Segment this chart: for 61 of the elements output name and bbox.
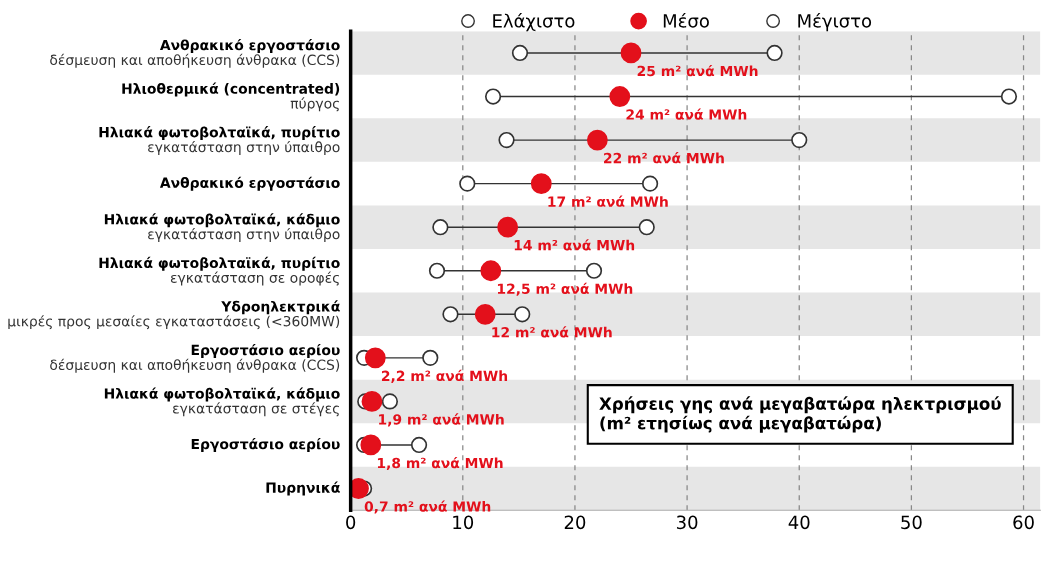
point [1000,88,1018,105]
data-label: 12,5 m² ανά MWh [497,282,633,296]
data-label: 25 m² ανά MWh [637,64,758,77]
point [428,262,446,279]
data-label: 14 m² ανά MWh [514,239,635,251]
point [498,131,515,149]
point [586,129,608,151]
point [641,175,659,192]
point [381,393,399,410]
point [432,219,449,236]
point [459,175,476,192]
x-tick-label: 50 [901,515,922,530]
x-tick-label: 0 [346,515,356,530]
data-label: 22 m² ανά MWh [604,152,724,164]
x-tick-label: 40 [788,515,810,530]
point [350,478,369,499]
point [442,306,459,323]
x-tick-label: 20 [564,515,586,530]
y-tick-label: Εργοστάσιο αερίου δέσμευση και αποθήκευση άνθρακα (CCS) [50,343,340,373]
data-label: 12 m² ανά MWh [492,326,612,338]
point [638,219,655,236]
data-label: 24 m² ανά MWh [626,108,747,120]
point [422,349,439,366]
x-tick-label: 60 [1013,515,1034,530]
x-tick-label: 30 [676,515,698,530]
point [480,260,502,282]
point [514,306,531,323]
legend-label: Μέγιστο [798,12,872,32]
data-label: 2,2 m² ανά MWh [381,369,508,383]
data-label: 1,9 m² ανά MWh [379,413,504,427]
y-tick-label: Ηλιακά φωτοβολταϊκά, πυρίτιο εγκατάσταση σε οροφές [99,256,340,286]
y-tick-label: Ηλιοθερμικά (concentrated) πύργος [122,82,340,112]
legend-label: Ελάχιστο [493,12,575,32]
legend-label: Μέσο [663,12,709,28]
y-tick-label: Ηλιακά φωτοβολταϊκά, πυρίτιο εγκατάσταση στην ύπαιθρο [99,126,340,155]
y-tick-label: Πυρηνικά [266,481,340,496]
data-label: 1,8 m² ανά MWh [377,456,503,470]
point [364,347,386,369]
point [474,303,496,325]
point [497,216,519,238]
point [609,86,631,107]
y-tick-label: Υδροηλεκτρικά μικρές προς μεσαίες εγκαταστάσεις (<360MW) [8,300,340,330]
text: Χρήσεις γης ανά μεγαβατώρα ηλεκτρισμού (m² ετησίως ανά μεγαβατώρα) [599,396,1001,433]
y-tick-label: Ανθρακικό εργοστάσιο δέσμευση και αποθήκευση άνθρακα (CCS) [50,39,340,68]
point [360,434,382,456]
y-tick-label: Ηλιακά φωτοβολταϊκά, κάδμιο εγκατάσταση σε στέγες [104,387,340,417]
point [484,88,502,105]
point [585,262,603,279]
data-label: 0,7 m² ανά MWh [364,500,491,514]
y-tick-label: Εργοστάσιο αερίου [191,437,340,452]
point [511,44,529,62]
point [530,173,552,195]
point [410,436,428,454]
point [620,42,642,64]
point [791,131,808,149]
point [766,44,783,62]
y-tick-label: Ανθρακικό εργοστάσιο [159,176,340,191]
data-label: 17 m² ανά MWh [548,195,668,207]
y-tick-label: Ηλιακά φωτοβολταϊκά, κάδμιο εγκατάσταση στην ύπαιθρο [104,213,340,243]
point [361,391,383,412]
x-tick-label: 10 [453,515,474,530]
